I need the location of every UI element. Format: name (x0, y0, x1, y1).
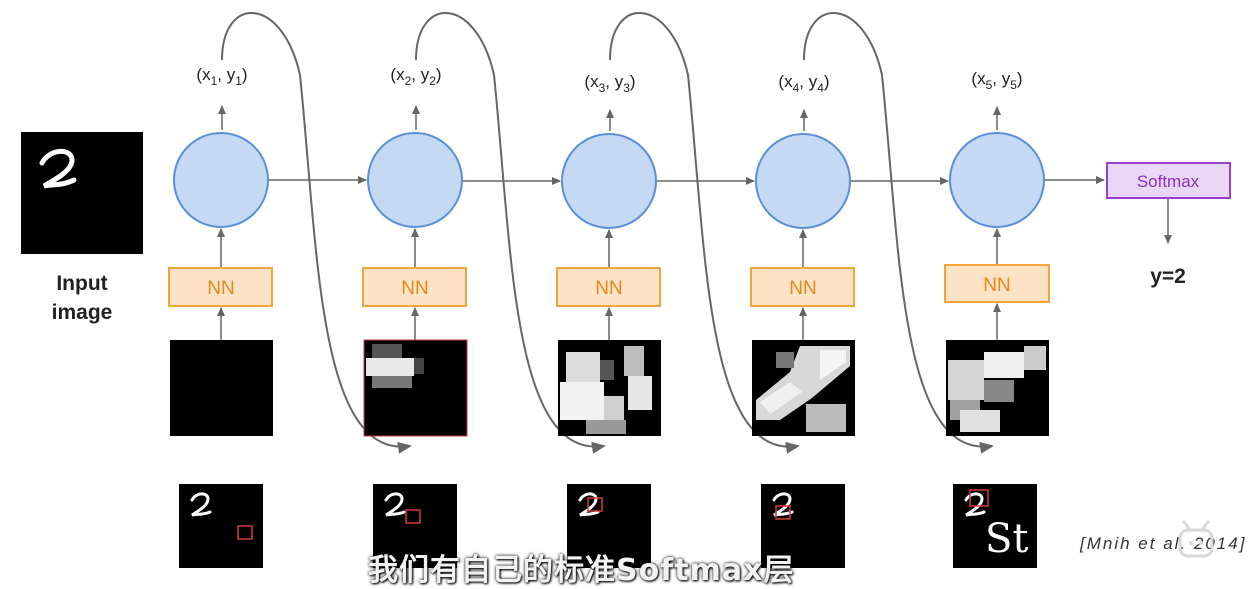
softmax-box (1106, 162, 1231, 199)
location-label-2: (x2, y2) (390, 65, 441, 88)
watermark-logo-icon (1178, 520, 1214, 558)
location-label-3: (x3, y3) (584, 72, 635, 95)
rnn-node-3 (561, 133, 657, 229)
nn-box-3 (556, 267, 661, 307)
thumbnail-1 (179, 484, 263, 568)
location-label-4: (x4, y4) (778, 72, 829, 95)
glimpse-4 (752, 340, 855, 436)
feedback-curve-3 (609, 11, 800, 454)
thumbnail-5 (953, 484, 1037, 568)
rnn-node-4 (755, 133, 851, 229)
nn-box-4 (750, 267, 855, 307)
overlay-text: St (985, 516, 1029, 562)
nn-label-1: NN (207, 278, 234, 299)
nn-label-4: NN (789, 278, 816, 299)
video-subtitle: 我们有自己的标准Softmax层 (368, 553, 795, 588)
step-5: (x5, y5) NN (944, 69, 1050, 568)
input-label-line2: image (52, 301, 113, 324)
step-3: (x3, y3) NN (556, 72, 661, 568)
nn-box-5 (944, 264, 1050, 303)
glimpse-5 (946, 340, 1049, 436)
input-label-line1: Input (56, 272, 107, 295)
location-label-1: (x1, y1) (196, 65, 247, 88)
step-4: (x4, y4) NN (750, 72, 855, 568)
thumbnail-2 (373, 484, 457, 568)
nn-box-2 (362, 267, 467, 307)
citation: [Mnih et al. 2014] (1080, 534, 1247, 553)
nn-box-1 (168, 267, 273, 307)
glimpse-3 (558, 340, 661, 436)
feedback-curves (221, 11, 994, 454)
thumbnail-4 (761, 484, 845, 568)
location-label-5: (x5, y5) (971, 69, 1022, 92)
feedback-curve-4 (803, 11, 994, 454)
softmax-label: Softmax (1137, 172, 1200, 191)
recurrent-arrows (269, 176, 1105, 185)
nn-label-2: NN (401, 278, 428, 299)
step-2: (x2, y2) NN (362, 65, 468, 568)
feedback-curve-2 (415, 11, 606, 454)
glimpse-1 (170, 340, 273, 436)
rnn-node-1 (173, 132, 269, 228)
thumbnail-3 (567, 484, 651, 568)
nn-label-5: NN (983, 275, 1010, 296)
ram-diagram: Input image (x1, y1) NN (x2, y2) (21, 11, 1231, 568)
glimpse-2 (363, 339, 468, 437)
step-1: (x1, y1) NN (168, 65, 273, 568)
input-image (21, 132, 143, 254)
rnn-node-5 (949, 132, 1045, 228)
feedback-curve-1 (221, 11, 412, 454)
nn-label-3: NN (595, 278, 622, 299)
rnn-node-2 (367, 132, 463, 228)
output-label: y=2 (1150, 265, 1186, 288)
